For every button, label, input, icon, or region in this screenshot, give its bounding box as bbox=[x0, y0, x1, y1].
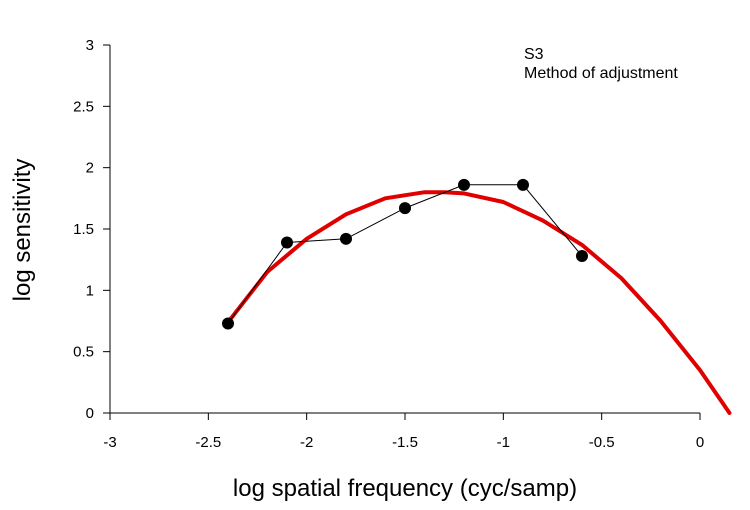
y-tick-label: 2 bbox=[86, 160, 94, 177]
y-axis-title: log sensitivity bbox=[9, 159, 36, 302]
series-layer bbox=[222, 178, 732, 415]
data-point bbox=[458, 178, 470, 191]
x-tick-label: -1.5 bbox=[392, 434, 418, 451]
data-point bbox=[576, 249, 588, 262]
y-tick-label: 1.5 bbox=[73, 221, 94, 238]
y-tick-label: 2.5 bbox=[73, 98, 94, 115]
x-tick-label: -0.5 bbox=[589, 434, 615, 451]
y-tick-label: 3 bbox=[86, 37, 94, 54]
x-tick-label: -3 bbox=[103, 434, 116, 451]
y-tick-label: 0 bbox=[86, 405, 94, 422]
x-tick-label: 0 bbox=[696, 434, 704, 451]
data-point bbox=[222, 317, 234, 330]
y-ticks: 0 0.5 1 1.5 2 2.5 3 bbox=[73, 37, 110, 422]
axes bbox=[109, 45, 700, 414]
data-point bbox=[517, 178, 529, 191]
data-point bbox=[281, 236, 293, 249]
x-ticks: -3 -2.5 -2 -1.5 -1 -0.5 0 bbox=[103, 413, 704, 451]
data-point bbox=[340, 232, 352, 245]
x-tick-label: -2 bbox=[300, 434, 313, 451]
annotation-subject: S3 bbox=[524, 46, 544, 63]
data-point bbox=[399, 202, 411, 215]
x-tick-label: -1 bbox=[497, 434, 510, 451]
fit-curve bbox=[226, 190, 732, 415]
x-tick-label: -2.5 bbox=[195, 434, 221, 451]
y-tick-label: 0.5 bbox=[73, 344, 94, 361]
x-axis-title: log spatial frequency (cyc/samp) bbox=[233, 475, 577, 502]
annotation-method: Method of adjustment bbox=[524, 65, 678, 82]
y-tick-label: 1 bbox=[86, 282, 94, 299]
